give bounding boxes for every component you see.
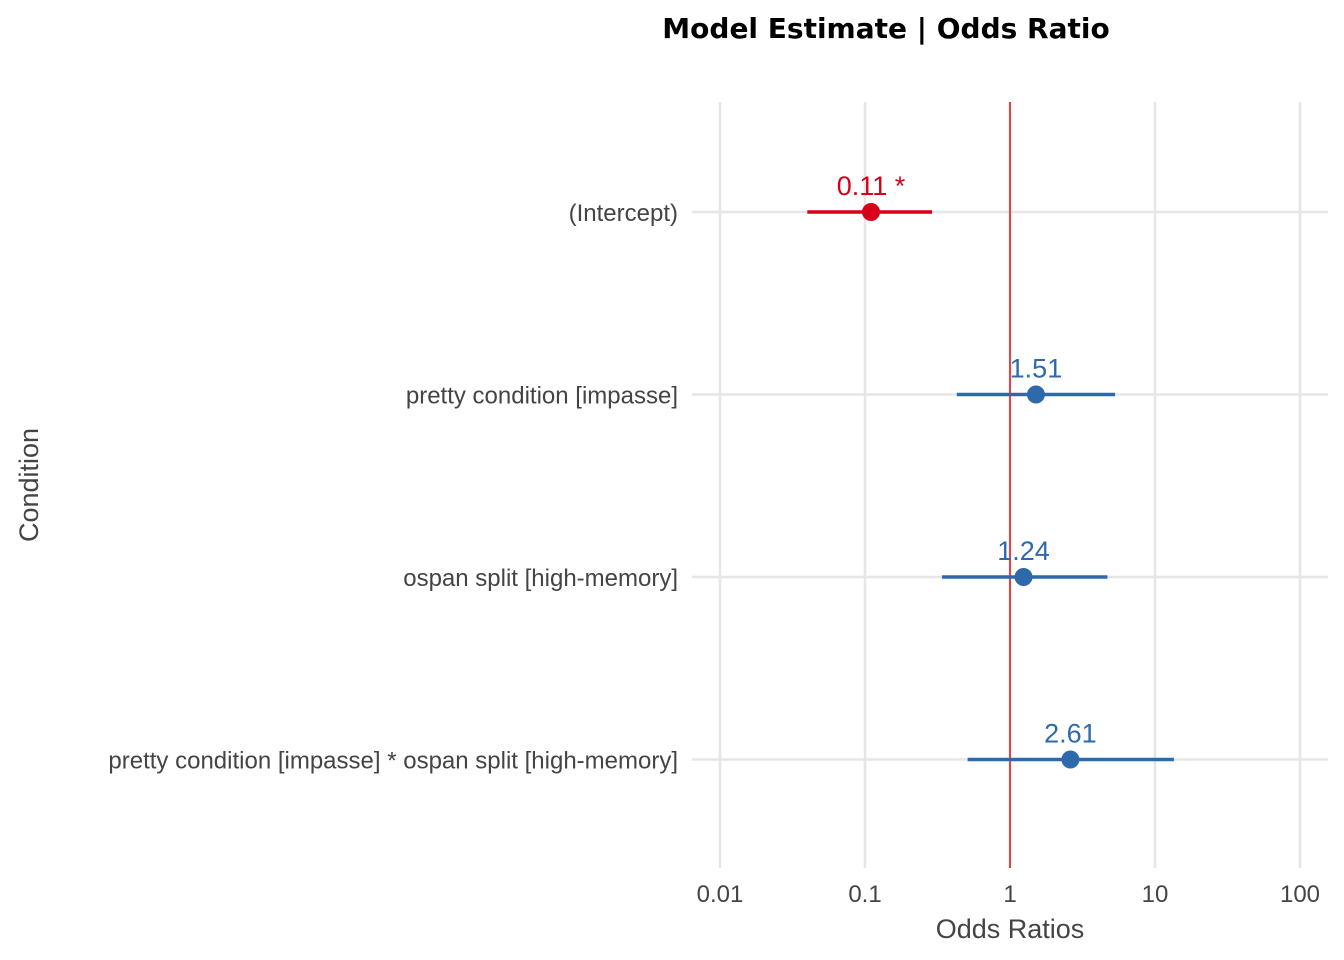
estimate-point (1061, 750, 1080, 769)
x-tick-label: 0.1 (848, 881, 881, 908)
estimate-label: 2.61 (1044, 719, 1097, 749)
estimate-point (862, 203, 881, 221)
x-tick-label: 1 (1003, 881, 1016, 908)
y-tick-label: (Intercept) (569, 200, 678, 227)
y-tick-label: pretty condition [impasse] (406, 383, 678, 410)
y-tick-label: pretty condition [impasse] * ospan split… (108, 748, 678, 775)
y-tick-label: ospan split [high-memory] (403, 565, 678, 592)
x-tick-label: 100 (1280, 881, 1320, 908)
data-layer: 0.11 * 1.51 1.24 2.61 (807, 171, 1174, 769)
y-axis-title: Condition (14, 428, 44, 542)
axis-ticks: 0.01 0.1 1 10 100 (Intercept) pretty condition… (108, 200, 1320, 908)
estimate-label: 1.24 (997, 536, 1050, 566)
estimate-label: 0.11 * (837, 171, 906, 201)
x-tick-label: 10 (1142, 881, 1169, 908)
estimate-point (1014, 568, 1033, 586)
x-tick-label: 0.01 (697, 881, 744, 908)
estimate-point (1026, 385, 1045, 404)
x-axis-title: Odds Ratios (936, 914, 1085, 944)
chart-title: Model Estimate | Odds Ratio (662, 12, 1109, 45)
estimate-label: 1.51 (1010, 354, 1063, 384)
